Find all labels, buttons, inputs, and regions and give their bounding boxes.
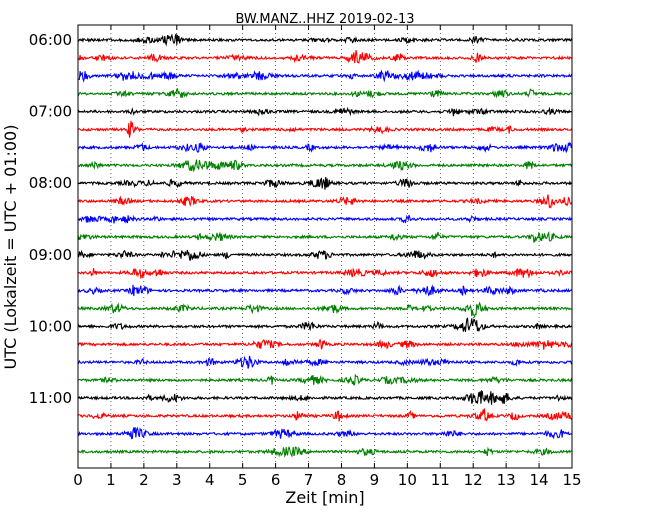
- x-axis-ticks: 0 1 2 3 4 5 6 7 8 9 10 11 12 13 14 15: [73, 25, 582, 489]
- x-tick-label: 12: [464, 471, 483, 489]
- x-tick-label: 4: [205, 471, 215, 489]
- y-tick-label: 11:00: [29, 389, 72, 407]
- trace-0930: [77, 284, 573, 297]
- trace-1145: [77, 445, 573, 458]
- trace-0600: [77, 33, 573, 47]
- x-axis-label: Zeit [min]: [285, 488, 364, 507]
- trace-0630: [77, 69, 573, 83]
- trace-0945: [77, 301, 573, 318]
- x-tick-label: 15: [562, 471, 581, 489]
- x-tick-label: 14: [530, 471, 549, 489]
- plot-frame: [77, 24, 573, 469]
- trace-0845: [77, 230, 573, 243]
- trace-1045: [77, 373, 573, 386]
- trace-1115: [77, 408, 573, 422]
- trace-0815: [77, 194, 573, 209]
- trace-0645: [77, 88, 573, 99]
- trace-0915: [77, 267, 573, 280]
- trace-0745: [77, 159, 573, 173]
- trace-0900: [77, 249, 573, 261]
- trace-group: [77, 33, 573, 458]
- trace-0715: [77, 120, 573, 138]
- y-tick-label: 07:00: [29, 103, 72, 121]
- trace-0730: [77, 141, 573, 154]
- trace-0615: [77, 49, 573, 64]
- trace-1130: [77, 426, 573, 440]
- y-tick-label: 09:00: [29, 246, 72, 264]
- y-tick-label: 10:00: [29, 317, 72, 335]
- trace-0800: [77, 177, 573, 190]
- trace-1030: [77, 355, 573, 369]
- trace-0700: [77, 106, 573, 117]
- y-axis-label: UTC (Lokalzeit = UTC + 01:00): [1, 125, 20, 370]
- x-tick-label: 5: [238, 471, 248, 489]
- y-axis-ticks: 06:00 07:00 08:00 09:00 10:00 11:00: [29, 31, 572, 407]
- x-tick-label: 8: [337, 471, 347, 489]
- y-tick-label: 08:00: [29, 174, 72, 192]
- trace-1100: [77, 389, 573, 405]
- x-tick-label: 6: [271, 471, 281, 489]
- y-tick-label: 06:00: [29, 31, 72, 49]
- x-tick-label: 7: [304, 471, 314, 489]
- x-tick-label: 9: [370, 471, 380, 489]
- x-tick-label: 1: [106, 471, 116, 489]
- x-tick-label: 11: [431, 471, 450, 489]
- trace-0830: [77, 214, 573, 224]
- trace-1000: [77, 317, 573, 332]
- x-tick-label: 3: [172, 471, 182, 489]
- trace-1015: [77, 338, 573, 350]
- x-tick-label: 10: [398, 471, 417, 489]
- chart-title: BW.MANZ..HHZ 2019-02-13: [235, 12, 414, 27]
- x-tick-label: 2: [139, 471, 149, 489]
- x-tick-label: 13: [497, 471, 516, 489]
- x-tick-label: 0: [73, 471, 83, 489]
